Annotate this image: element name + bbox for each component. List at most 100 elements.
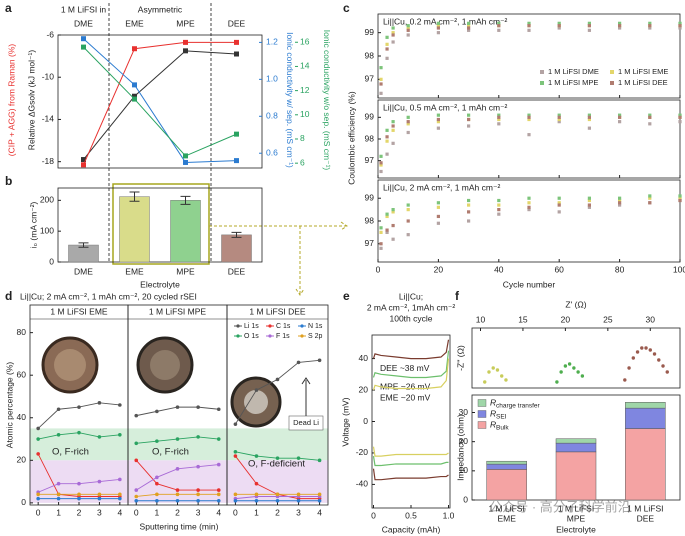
legend-marker xyxy=(540,70,544,74)
legend-marker xyxy=(300,324,304,328)
point xyxy=(557,24,561,28)
marker xyxy=(132,46,137,52)
legend-swatch xyxy=(477,410,487,418)
legend-label: O 1s xyxy=(244,333,259,340)
y-tick-label: 20 xyxy=(359,384,369,394)
marker xyxy=(132,82,137,88)
bar xyxy=(170,200,201,263)
plot-frame xyxy=(471,327,681,389)
plot-frame xyxy=(377,179,681,263)
chart-title: 2 mA cm⁻², 1mAh cm⁻² xyxy=(367,302,455,312)
point xyxy=(500,374,504,378)
marker xyxy=(254,454,259,458)
point xyxy=(572,366,576,370)
marker xyxy=(77,496,81,501)
marker xyxy=(196,464,200,469)
legend-marker xyxy=(268,334,272,338)
marker xyxy=(233,422,238,426)
marker xyxy=(36,492,40,497)
point xyxy=(648,113,652,117)
y-tick-label: 60 xyxy=(17,369,27,379)
marker xyxy=(118,432,122,437)
point xyxy=(391,210,395,214)
point xyxy=(385,35,389,39)
x-tick-label: DEE xyxy=(228,266,246,276)
marker xyxy=(132,93,137,99)
point xyxy=(527,113,531,117)
y-tick-label: 6 xyxy=(300,157,305,167)
point xyxy=(678,120,682,124)
point xyxy=(557,21,561,25)
marker xyxy=(81,36,86,42)
marker xyxy=(134,458,139,463)
y-tick-label: 200 xyxy=(40,195,54,205)
y-tick-label: 80 xyxy=(17,327,27,337)
marker xyxy=(134,413,139,418)
y-tick-label: 0 xyxy=(463,494,468,504)
point xyxy=(618,201,622,205)
y-tick-label: 40 xyxy=(17,412,27,422)
point xyxy=(497,21,501,25)
point xyxy=(678,113,682,117)
y-tick-label: 16 xyxy=(300,37,310,47)
y-tick-label: -18 xyxy=(42,156,55,166)
marker xyxy=(56,492,61,497)
point xyxy=(467,113,471,117)
point xyxy=(627,366,631,370)
panel-label: a xyxy=(5,1,12,15)
x-tick-label: EME xyxy=(125,266,144,276)
point xyxy=(385,47,389,51)
bar xyxy=(119,196,150,263)
marker xyxy=(118,496,122,501)
plot-frame xyxy=(371,334,451,509)
voltage-curve xyxy=(372,350,450,379)
point xyxy=(379,246,383,250)
point xyxy=(527,115,531,119)
photo xyxy=(150,350,180,380)
y-tick-label: 20 xyxy=(459,436,469,446)
y-tick-label: 0 xyxy=(49,256,54,266)
y-tick-label: 10 xyxy=(300,109,310,119)
marker xyxy=(216,407,221,412)
y-tick-label: 98 xyxy=(365,133,375,143)
point xyxy=(497,208,501,212)
marker xyxy=(175,488,180,492)
point xyxy=(436,120,440,124)
error-bar xyxy=(78,242,89,248)
point xyxy=(567,362,572,366)
point xyxy=(391,128,395,132)
marker xyxy=(216,462,221,467)
x-tick-label: 0 xyxy=(233,507,238,517)
x-tick-label: EME xyxy=(125,18,144,28)
legend-label: F 1s xyxy=(276,333,290,340)
marker xyxy=(317,358,322,363)
point xyxy=(557,201,561,205)
marker xyxy=(216,488,221,492)
point xyxy=(618,24,622,28)
series-line xyxy=(83,41,237,166)
point xyxy=(391,120,395,124)
point xyxy=(467,203,471,207)
y-tick-label: -20 xyxy=(356,447,369,457)
legend-label: Li 1s xyxy=(244,323,259,330)
point xyxy=(391,31,395,35)
point xyxy=(527,205,531,209)
point xyxy=(379,230,383,234)
y-tick-label: 0.8 xyxy=(266,111,278,121)
marker xyxy=(134,498,139,503)
legend-label: R xyxy=(490,419,496,429)
point xyxy=(587,196,591,200)
marker xyxy=(155,475,159,480)
x-tick-label: 1 xyxy=(56,507,61,517)
x-tick-label: 1 M LiFSI xyxy=(627,503,663,513)
point xyxy=(379,66,383,70)
legend-marker xyxy=(610,81,614,85)
point xyxy=(527,133,531,137)
marker xyxy=(196,498,200,503)
bar-segment xyxy=(625,407,666,429)
marker xyxy=(175,405,180,409)
arrow xyxy=(301,377,311,416)
marker xyxy=(275,492,280,497)
point xyxy=(385,139,389,143)
